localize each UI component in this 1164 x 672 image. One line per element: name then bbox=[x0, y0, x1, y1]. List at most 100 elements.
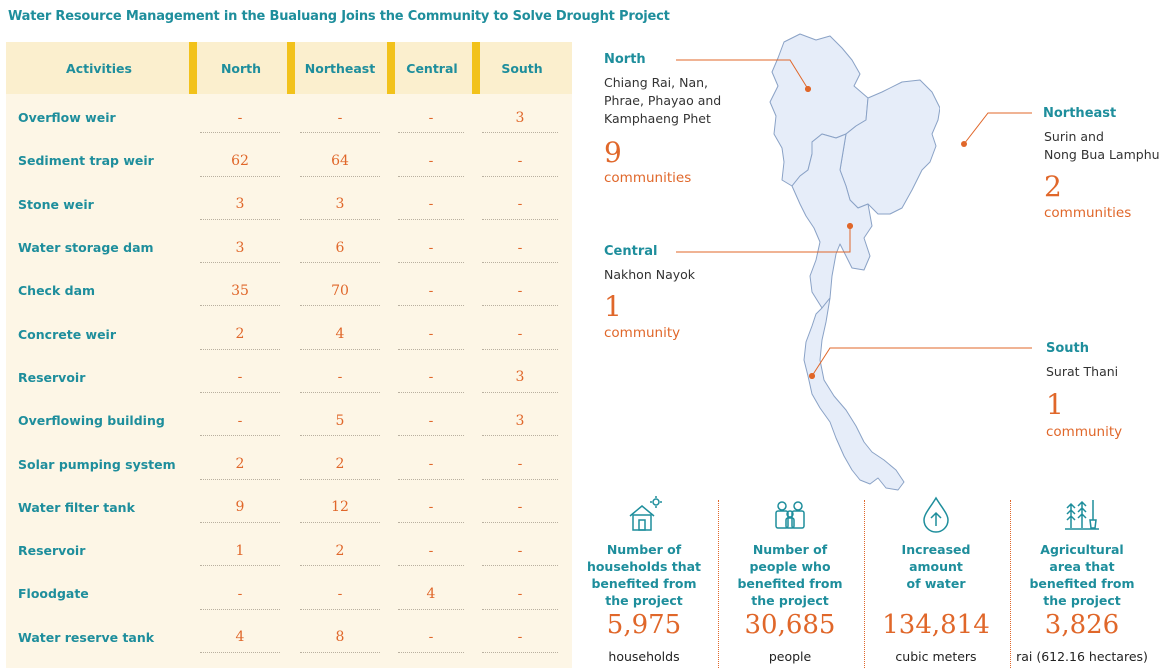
activity-name: Water filter tank bbox=[18, 499, 135, 515]
row-divider bbox=[398, 478, 464, 480]
row-divider bbox=[482, 218, 558, 220]
region-central-provinces: Nakhon Nayok bbox=[604, 266, 695, 284]
activity-name: Check dam bbox=[18, 283, 96, 299]
region-north-name: North bbox=[604, 52, 646, 67]
region-north-provinces: Chiang Rai, Nan, Phrae, Phayao and Kamph… bbox=[604, 74, 721, 128]
cell-south: - bbox=[517, 456, 523, 473]
activity-name: Overflowing building bbox=[18, 413, 165, 429]
table-row: Overflowing building - 5 - 3 bbox=[6, 399, 572, 442]
cell-central: - bbox=[428, 542, 434, 559]
cell-central: - bbox=[428, 499, 434, 516]
cell-south: - bbox=[517, 542, 523, 559]
stat-value: 5,975 bbox=[606, 610, 682, 640]
cell-north: 1 bbox=[235, 542, 245, 559]
table-row: Concrete weir 2 4 - - bbox=[6, 313, 572, 356]
row-divider bbox=[200, 392, 280, 394]
cell-northeast: - bbox=[337, 585, 343, 602]
cell-central: - bbox=[428, 282, 434, 299]
province-line: Nong Bua Lamphu bbox=[1044, 147, 1160, 162]
stat-unit: households bbox=[608, 649, 680, 664]
header-separator bbox=[387, 42, 395, 94]
region-central-name: Central bbox=[604, 244, 658, 259]
row-divider bbox=[200, 262, 280, 264]
activity-name: Floodgate bbox=[18, 586, 89, 602]
header-central: Central bbox=[406, 60, 458, 76]
row-divider bbox=[482, 262, 558, 264]
cell-northeast: - bbox=[337, 109, 343, 126]
header-separator bbox=[287, 42, 295, 94]
cell-central: 4 bbox=[426, 585, 436, 602]
cell-northeast: 8 bbox=[335, 629, 345, 646]
province-line: Phrae, Phayao and bbox=[604, 93, 722, 108]
row-divider bbox=[300, 478, 380, 480]
row-divider bbox=[300, 175, 380, 177]
cell-south: 3 bbox=[515, 412, 525, 429]
stat-label: Number of households that benefited from… bbox=[586, 542, 702, 608]
row-divider bbox=[200, 305, 280, 307]
cell-south: 3 bbox=[515, 369, 525, 386]
cell-northeast: 3 bbox=[335, 196, 345, 213]
cell-northeast: 2 bbox=[335, 542, 345, 559]
cell-northeast: 6 bbox=[335, 239, 345, 256]
header-northeast: Northeast bbox=[304, 60, 376, 76]
cell-north: 2 bbox=[235, 456, 245, 473]
table-row: Water storage dam 3 6 - - bbox=[6, 226, 572, 269]
province-line: Kamphaeng Phet bbox=[604, 111, 711, 126]
activity-name: Reservoir bbox=[18, 543, 86, 559]
row-divider bbox=[482, 478, 558, 480]
region-north-count: 9 bbox=[604, 136, 622, 169]
region-northeast-unit: communities bbox=[1044, 205, 1132, 221]
stat-label: Increased amount of water bbox=[901, 542, 971, 591]
row-divider bbox=[398, 565, 464, 567]
cell-central: - bbox=[428, 326, 434, 343]
header-activities: Activities bbox=[66, 60, 132, 76]
activity-name: Stone weir bbox=[18, 196, 94, 212]
row-divider bbox=[482, 348, 558, 350]
row-divider bbox=[200, 218, 280, 220]
row-divider bbox=[398, 262, 464, 264]
cell-north: 35 bbox=[231, 282, 249, 299]
province-line: Chiang Rai, Nan, bbox=[604, 75, 709, 90]
cell-south: 3 bbox=[515, 109, 525, 126]
cell-south: - bbox=[517, 196, 523, 213]
cell-south: - bbox=[517, 629, 523, 646]
row-divider bbox=[398, 218, 464, 220]
row-divider bbox=[200, 651, 280, 653]
stat-value: 30,685 bbox=[744, 610, 836, 640]
activity-name: Reservoir bbox=[18, 369, 86, 385]
cell-central: - bbox=[428, 239, 434, 256]
cell-central: - bbox=[428, 369, 434, 386]
row-divider bbox=[300, 262, 380, 264]
activity-name: Sediment trap weir bbox=[18, 153, 154, 169]
cell-central: - bbox=[428, 196, 434, 213]
row-divider bbox=[200, 435, 280, 437]
table-row: Overflow weir - - - 3 bbox=[6, 96, 572, 139]
stat-unit: rai (612.16 hectares) bbox=[1016, 649, 1148, 664]
region-central-unit: community bbox=[604, 325, 681, 341]
row-divider bbox=[398, 521, 464, 523]
cell-northeast: 12 bbox=[331, 499, 349, 516]
region-south-count: 1 bbox=[1046, 388, 1064, 421]
table-row: Stone weir 3 3 - - bbox=[6, 183, 572, 226]
row-divider bbox=[398, 608, 464, 610]
province-line: Surat Thani bbox=[1046, 364, 1119, 379]
cell-central: - bbox=[428, 152, 434, 169]
cell-north: 3 bbox=[235, 196, 245, 213]
row-divider bbox=[300, 521, 380, 523]
row-divider bbox=[200, 521, 280, 523]
table-row: Floodgate - - 4 - bbox=[6, 572, 572, 615]
province-line: Surin and bbox=[1044, 129, 1104, 144]
cell-north: 4 bbox=[235, 629, 245, 646]
row-divider bbox=[300, 348, 380, 350]
cell-north: 2 bbox=[235, 326, 245, 343]
cell-south: - bbox=[517, 239, 523, 256]
stat-separator bbox=[864, 500, 865, 668]
row-divider bbox=[300, 392, 380, 394]
table-row: Solar pumping system 2 2 - - bbox=[6, 442, 572, 485]
row-divider bbox=[300, 218, 380, 220]
row-divider bbox=[300, 132, 380, 134]
cell-north: - bbox=[237, 412, 243, 429]
row-divider bbox=[398, 392, 464, 394]
cell-north: - bbox=[237, 585, 243, 602]
row-divider bbox=[200, 565, 280, 567]
